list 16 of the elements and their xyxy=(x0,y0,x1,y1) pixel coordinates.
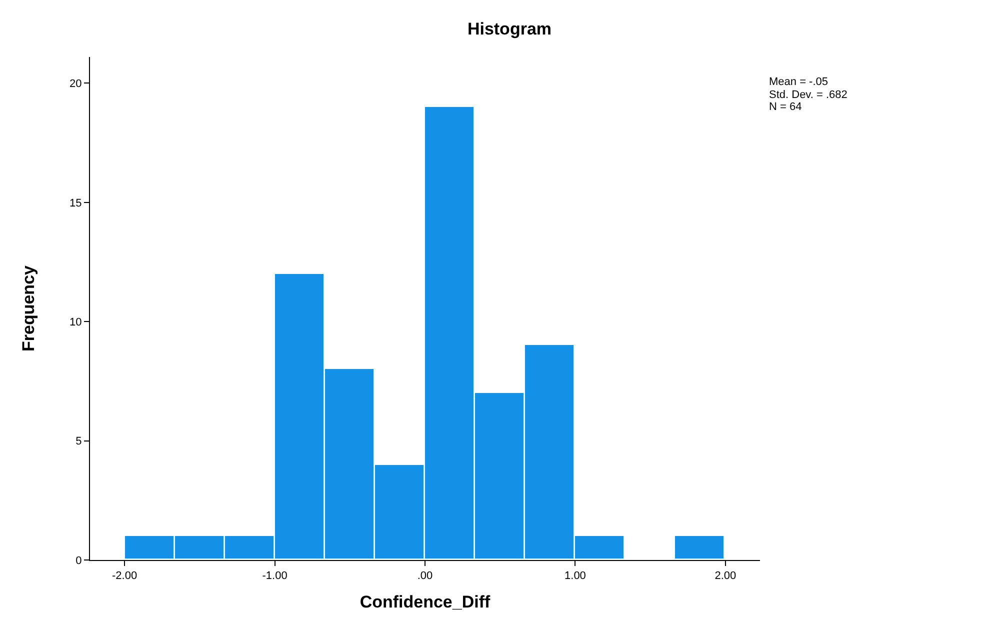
x-tick-label: -2.00 xyxy=(112,570,138,582)
y-tick-label: 10 xyxy=(70,316,82,328)
y-tick-label: 5 xyxy=(76,436,82,448)
text: N = 64 xyxy=(769,101,802,113)
y-axis-title: Frequency xyxy=(19,264,38,352)
y-tick-label: 15 xyxy=(70,197,82,210)
y-tick-label: 0 xyxy=(76,554,82,567)
x-tick-label: .00 xyxy=(417,570,433,582)
y-tick-label: 20 xyxy=(70,78,82,90)
chart-title: Histogram xyxy=(467,19,552,38)
x-tick-label: 2.00 xyxy=(714,570,736,582)
text: Std. Dev. = .682 xyxy=(769,89,848,101)
text: Mean = -.05 xyxy=(769,76,828,88)
x-axis-title: Confidence_Diff xyxy=(360,592,491,612)
x-tick-label: -1.00 xyxy=(262,570,288,582)
x-tick-label: 1.00 xyxy=(564,570,586,582)
